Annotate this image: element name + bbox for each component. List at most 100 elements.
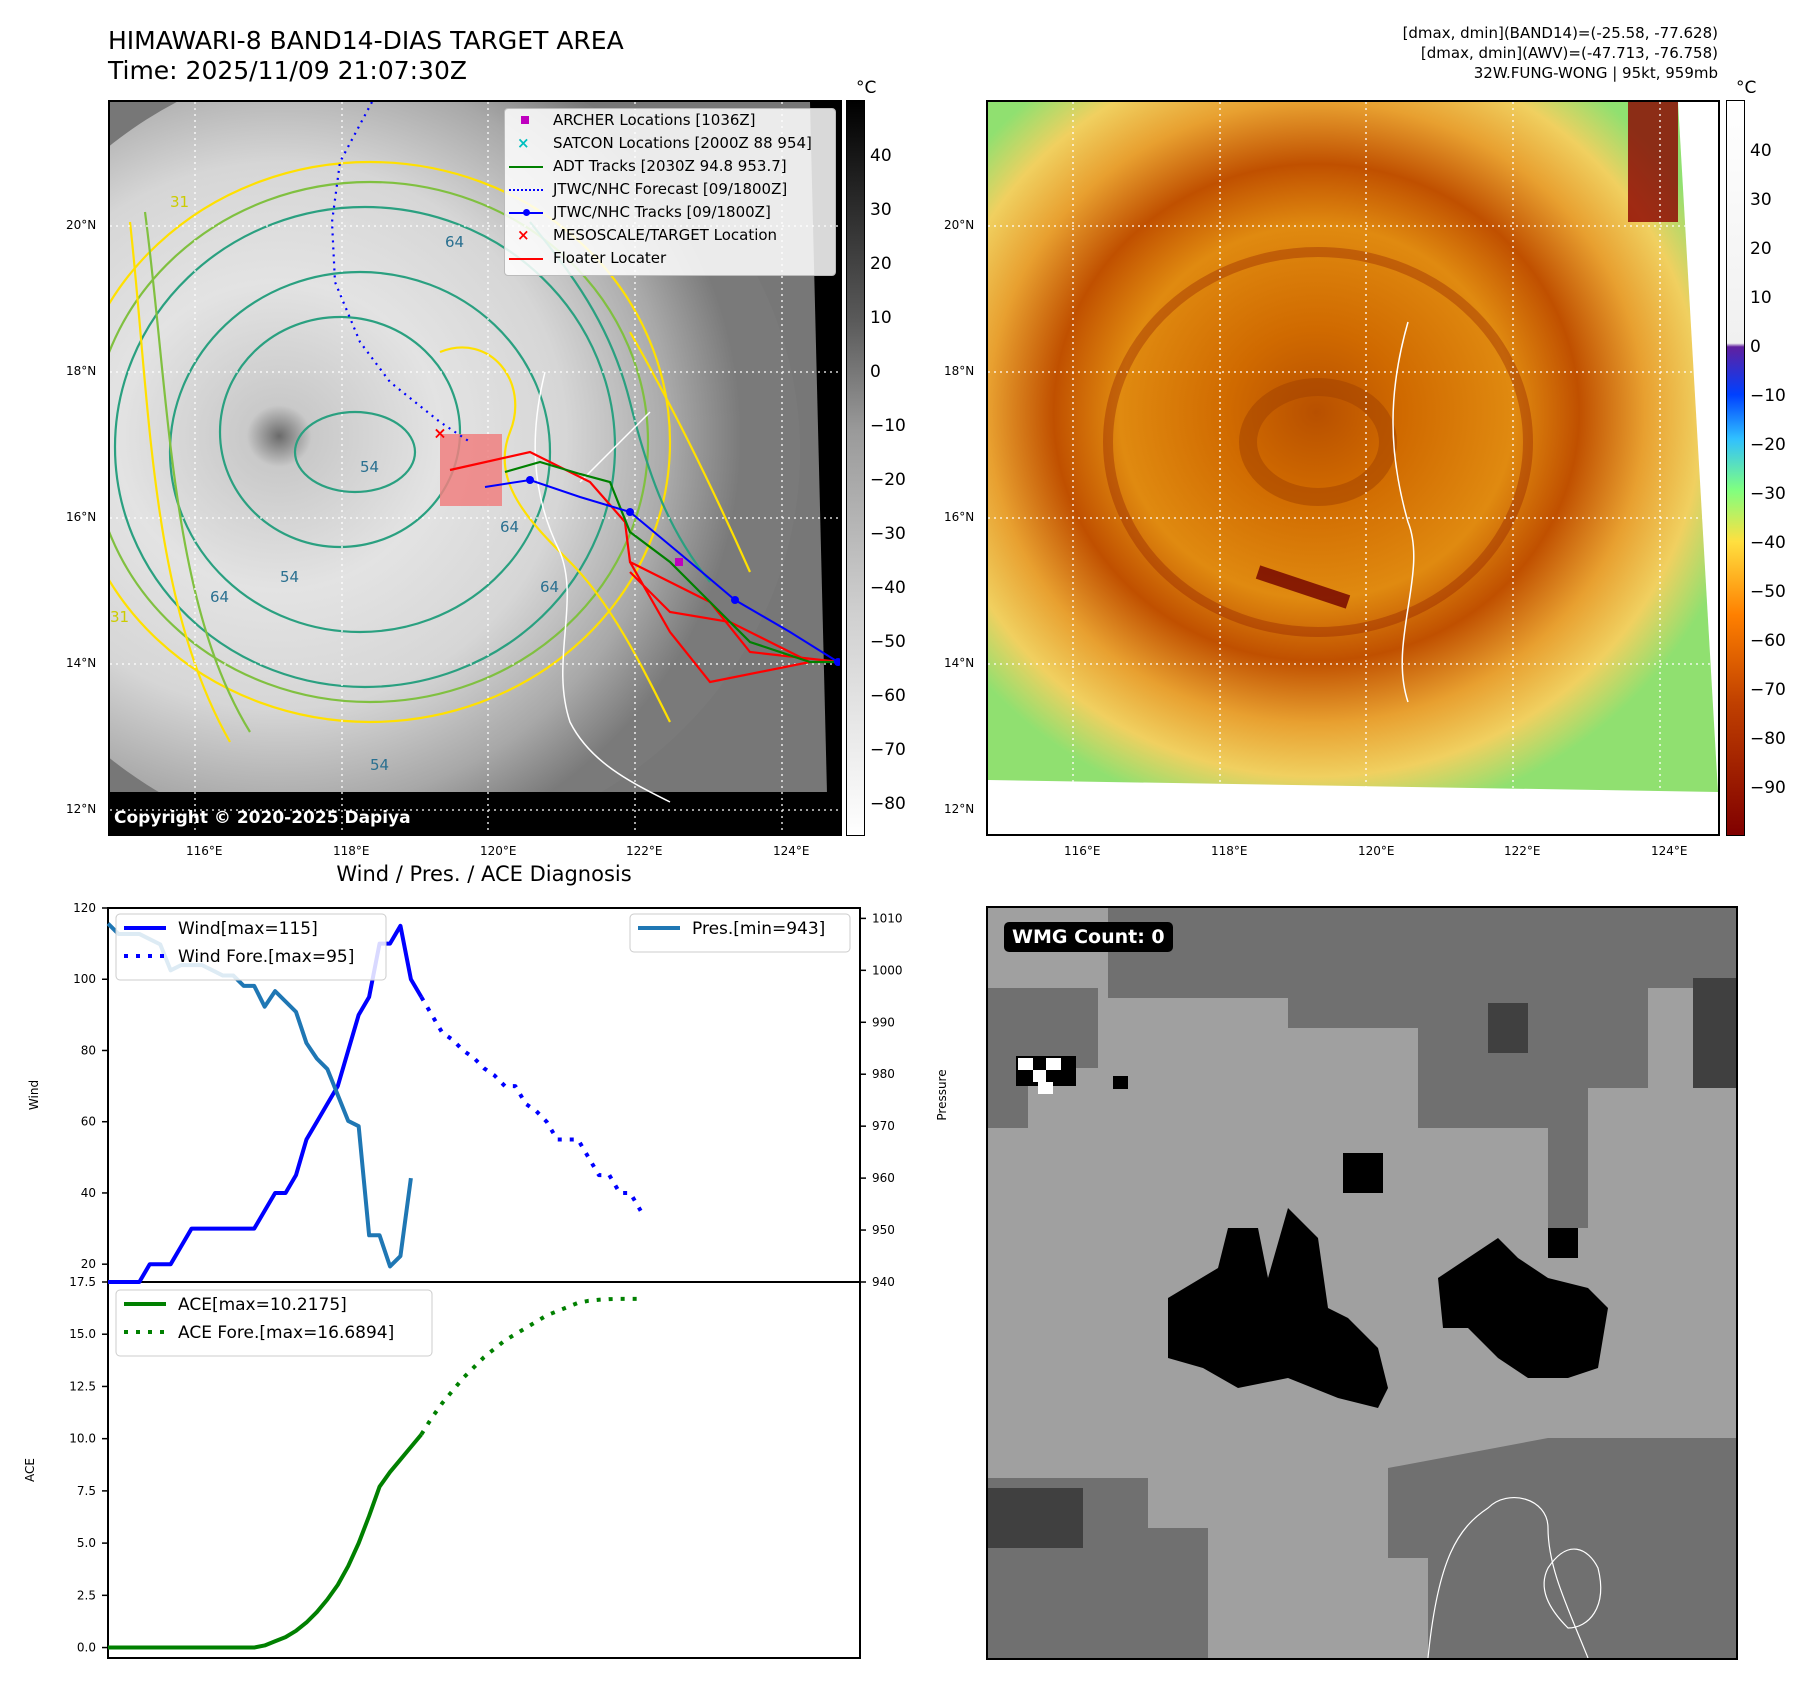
wind-legend bbox=[115, 913, 387, 981]
legend-label: ACE[max=10.2175] bbox=[178, 1295, 347, 1315]
ir-colorbar-tick: −60 bbox=[870, 686, 906, 706]
ace-y-tick-label: 17.5 bbox=[69, 1275, 96, 1289]
ir-colorbar-tick: −70 bbox=[870, 740, 906, 760]
outer-ring bbox=[1103, 247, 1533, 637]
pressure-y-tick-label: 1010 bbox=[872, 911, 903, 925]
inner-ring bbox=[1239, 378, 1397, 506]
wind-axis-label: Wind bbox=[27, 1080, 41, 1110]
cold-band bbox=[1255, 565, 1351, 609]
ace-forecast-series-line bbox=[419, 1296, 641, 1436]
lat-tick: 20°N bbox=[66, 218, 97, 232]
ir-colorbar-tick: 40 bbox=[870, 146, 892, 166]
band14-stats: [dmax, dmin](BAND14)=(-25.58, -77.628) bbox=[1402, 24, 1718, 42]
archer-marker bbox=[675, 558, 683, 566]
lat-tick: 20°N bbox=[944, 218, 975, 232]
ace-y-tick-label: 15.0 bbox=[69, 1327, 96, 1341]
lon-tick: 116°E bbox=[186, 844, 223, 858]
contour-label: 31 bbox=[170, 193, 189, 211]
ir-colorbar-tick: −40 bbox=[870, 578, 906, 598]
mesoscale-marker: × bbox=[433, 424, 446, 443]
cold-top bbox=[1628, 102, 1678, 222]
enhanced-colorbar-tick: −40 bbox=[1750, 533, 1786, 553]
contour-label: 54 bbox=[280, 568, 299, 586]
wind-y-tick-label: 120 bbox=[73, 901, 96, 915]
legend-label: ADT Tracks [2030Z 94.8 953.7] bbox=[553, 157, 787, 175]
map-legend: ARCHER Locations [1036Z] × SATCON Locati… bbox=[504, 108, 836, 276]
lon-tick: 120°E bbox=[1358, 844, 1395, 858]
lat-tick: 18°N bbox=[66, 364, 97, 378]
enhanced-colorbar-tick: −50 bbox=[1750, 582, 1786, 602]
lon-tick: 120°E bbox=[480, 844, 517, 858]
adt-track bbox=[504, 460, 840, 664]
legend-item: ADT Tracks [2030Z 94.8 953.7] bbox=[505, 155, 835, 178]
contour-label: 31 bbox=[110, 608, 129, 626]
pressure-y-tick-label: 950 bbox=[872, 1223, 895, 1237]
diagnosis-title: Wind / Pres. / ACE Diagnosis bbox=[336, 862, 632, 886]
ace-y-tick-label: 7.5 bbox=[77, 1484, 96, 1498]
contour-label-group: 64 64 64 54 54 31 31 64 54 bbox=[110, 193, 559, 774]
wmg-cold-cells bbox=[1016, 1056, 1608, 1408]
wmg-panel: WMG Count: 0 bbox=[986, 906, 1738, 1660]
legend-label: MESOSCALE/TARGET Location bbox=[553, 226, 778, 244]
ir-colorbar-unit: °C bbox=[856, 78, 877, 98]
enhanced-colorbar-tick: 30 bbox=[1750, 190, 1772, 210]
enhanced-ir-panel bbox=[986, 100, 1720, 836]
lat-tick: 12°N bbox=[944, 802, 975, 816]
target-area-box bbox=[440, 434, 502, 506]
lat-tick: 14°N bbox=[66, 656, 97, 670]
solid-line-icon bbox=[509, 166, 543, 168]
legend-item: × MESOSCALE/TARGET Location bbox=[505, 224, 835, 247]
lon-tick: 122°E bbox=[1504, 844, 1541, 858]
ace-axis-label: ACE bbox=[23, 1458, 37, 1482]
coastline bbox=[1392, 321, 1415, 703]
lat-tick: 18°N bbox=[944, 364, 975, 378]
diagnosis-chart: 20 40 60 80 100 120 940 950 960 970 980 990 1000 1010… bbox=[23, 901, 949, 1659]
wind-y-tick-label: 60 bbox=[81, 1115, 96, 1129]
legend-label: Floater Locater bbox=[553, 249, 667, 267]
ir-colorbar-tick: −10 bbox=[870, 416, 906, 436]
enhanced-colorbar-tick: −90 bbox=[1750, 778, 1786, 798]
legend-label: ACE Fore.[max=16.6894] bbox=[178, 1323, 394, 1343]
no-data-bottom bbox=[110, 792, 840, 834]
legend-item: JTWC/NHC Forecast [09/1800Z] bbox=[505, 178, 835, 201]
enhanced-colorbar-unit: °C bbox=[1736, 78, 1757, 98]
ir-colorbar-tick: −30 bbox=[870, 524, 906, 544]
enhanced-colorbar-tick: −80 bbox=[1750, 729, 1786, 749]
lon-tick: 118°E bbox=[333, 844, 370, 858]
wmg-darker-region bbox=[1488, 1003, 1528, 1053]
enhanced-colorbar-tick: 0 bbox=[1750, 337, 1761, 357]
pressure-y-tick-label: 940 bbox=[872, 1275, 895, 1289]
pressure-legend bbox=[629, 913, 851, 953]
square-marker-icon bbox=[521, 116, 529, 124]
wmg-dark-region bbox=[1388, 1438, 1736, 1658]
copyright-text: Copyright © 2020-2025 Dapiya bbox=[114, 808, 411, 828]
ace-axes bbox=[107, 1281, 861, 1659]
ir-colorbar-tick: −20 bbox=[870, 470, 906, 490]
wmg-count-label: WMG Count: 0 bbox=[1004, 922, 1173, 952]
lon-tick: 116°E bbox=[1064, 844, 1101, 858]
ir-colorbar-tick: −50 bbox=[870, 632, 906, 652]
lon-tick: 124°E bbox=[773, 844, 810, 858]
wind-series-line bbox=[108, 923, 424, 1284]
legend-item: × SATCON Locations [2000Z 88 954] bbox=[505, 132, 835, 155]
lat-tick: 12°N bbox=[66, 802, 97, 816]
pressure-y-tick-label: 1000 bbox=[872, 963, 903, 977]
wmg-darker-region bbox=[988, 1488, 1083, 1548]
enhanced-colorbar-tick: −10 bbox=[1750, 386, 1786, 406]
ir-map-panel: 64 64 64 54 54 31 31 64 54 × Copyright ©… bbox=[108, 100, 842, 836]
lat-tick: 16°N bbox=[66, 510, 97, 524]
enhanced-colorbar-tick: −70 bbox=[1750, 680, 1786, 700]
jtwc-forecast-track bbox=[330, 102, 471, 443]
ace-series-line bbox=[108, 1433, 423, 1650]
legend-label: SATCON Locations [2000Z 88 954] bbox=[553, 134, 812, 152]
jtwc-best-track bbox=[484, 478, 839, 663]
contour-label: 64 bbox=[500, 518, 519, 536]
contour-label: 64 bbox=[445, 233, 464, 251]
x-marker-icon: × bbox=[517, 134, 530, 152]
pressure-axis-label: Pressure bbox=[935, 1069, 949, 1120]
ir-colorbar-tick: 30 bbox=[870, 200, 892, 220]
enhanced-colorbar-tick: −60 bbox=[1750, 631, 1786, 651]
coastline bbox=[1427, 1497, 1589, 1658]
wmg-svg bbox=[988, 908, 1736, 1658]
pressure-y-tick-label: 970 bbox=[872, 1119, 895, 1133]
